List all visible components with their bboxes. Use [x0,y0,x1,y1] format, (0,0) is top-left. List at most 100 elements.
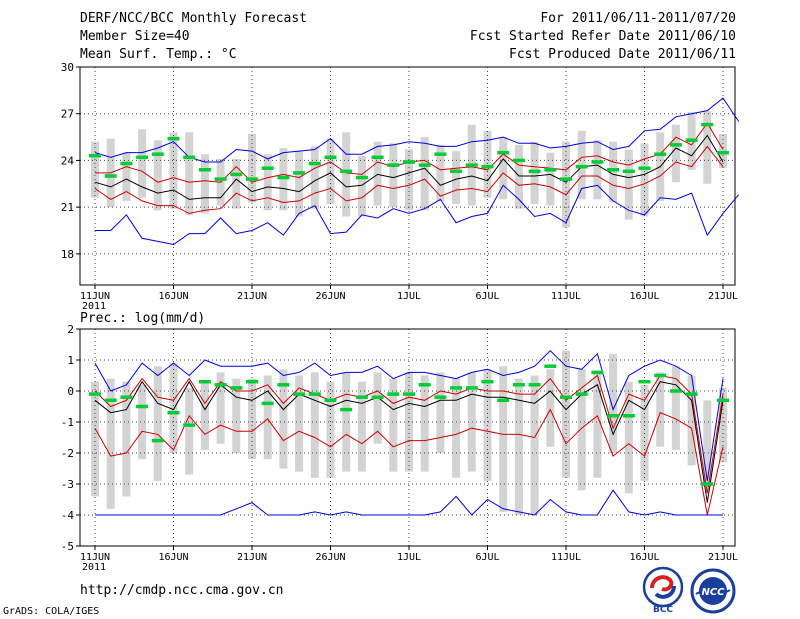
precip-series-lower [94,408,724,516]
temp-spread-box [153,140,162,211]
temp-x-tick-label: 21JUN [237,291,267,302]
precip-frame [79,328,736,547]
precip-spread-box [703,400,712,488]
precip-spread-box [91,381,99,497]
temp-spread-box [185,132,194,215]
temp-x-tick-label: 11JUN [80,291,110,302]
temp-spread-box [452,151,461,205]
temp-spread-box [200,154,209,214]
temp-spread-box [295,151,304,217]
produced-date: Fcst Produced Date 2011/06/11 [509,47,736,62]
precip-spread-box [546,369,555,447]
temp-x-tick-label: 11JUL [551,291,581,302]
temp-x-tick-label: 26JUN [315,291,345,302]
precip-spread-box [106,378,115,509]
bcc-logo: BCC [642,566,684,614]
precip-x-tick-label: 21JUL [708,552,738,563]
precip-y-tick-label: 1 [67,354,74,367]
precip-spread-box [295,375,304,472]
temp-x-tick-label: 6JUL [475,291,499,302]
temp-spread-box [389,143,398,208]
temp-spread-box [483,130,492,198]
precip-x-year-label: 2011 [82,562,106,573]
precip-spread-box [530,375,539,515]
precip-series-max [94,349,724,481]
precip-spread-box [671,366,680,450]
temp-spread-box [671,124,680,183]
temp-y-tick-label: 30 [61,61,74,74]
ncc-logo: NCC [690,568,736,614]
precip-spread-box [122,381,131,497]
footer-url[interactable]: http://cmdp.ncc.cma.gov.cn [80,583,284,598]
grads-credit: GrADS: COLA/IGES [3,606,100,617]
refer-date: Fcst Started Refer Date 2011/06/10 [469,29,736,44]
precip-spread-box [216,372,225,444]
variable-label: Mean Surf. Temp.: °C [80,47,237,62]
precip-spread-box [467,372,476,472]
temp-y-tick-label: 24 [61,154,75,167]
temp-y-tick-label: 27 [61,108,74,121]
temp-series-min [95,184,740,246]
temp-spread-box [263,154,272,211]
precip-y-tick-label: -4 [61,509,75,522]
temp-spread-box [373,141,382,206]
temp-x-tick-label: 1JUL [397,291,421,302]
precip-spread-box [200,381,209,450]
precip-spread-box [640,384,649,481]
temp-x-tick-label: 21JUL [708,291,738,302]
temp-spread-box [232,158,241,209]
precip-spread-box [232,378,241,453]
precip-spread-box [169,363,178,453]
precip-spread-box [357,381,366,472]
temp-spread-box [342,132,351,217]
precip-x-tick-label: 11JUL [551,552,581,563]
precip-spread-box [185,387,194,475]
temp-spread-box [122,152,131,201]
precip-x-tick-label: 11JUN [80,552,110,563]
precip-y-tick-label: -2 [61,447,74,460]
precip-spread-box [263,375,272,460]
temp-spread-box [91,141,99,198]
temp-spread-box [169,132,178,209]
temp-x-year-label: 2011 [82,301,106,312]
temp-panel: 18 21 24 27 30 11JUN 16JUN 21JUN 26JUN 1JUL 6JUL 11… [61,61,740,312]
temp-spread-box [546,152,555,206]
precip-spread-box [577,369,586,491]
precip-x-tick-label: 16JUL [629,552,659,563]
precip-x-tick-label: 1JUL [397,552,421,563]
precip-spread-box [452,378,461,478]
precip-spread-box [389,378,398,472]
temp-series-mean [94,134,724,200]
temp-y-tick-label: 18 [61,248,74,261]
precip-spread-box [420,375,429,472]
temp-y-tick-label: 21 [61,201,74,214]
precip-spread-box [514,378,523,515]
precip-spread-box [342,372,351,472]
temp-spread-box [248,133,256,203]
temp-x-tick-label: 16JUN [158,291,188,302]
temp-spread-box [310,146,319,209]
ncc-logo-text: NCC [701,587,725,598]
temp-spread-box [624,149,633,220]
precip-spread-box [656,372,665,447]
precip-spread-box [310,372,319,478]
temp-spread-box [499,137,508,200]
temp-series-lower [94,145,724,214]
precip-spread-box [138,384,147,460]
bcc-logo-swirl-blue [654,585,676,599]
precip-series-mean [94,380,724,503]
precip-panel: -5 -4 -3 -2 -1 0 1 2 11JUN 16JUN 21JUN 26JUN 1JUL 6JU… [61,323,738,573]
precip-y-tick-label: -3 [61,478,74,491]
ncc-logo-inner [699,577,727,605]
precip-variable-label: Prec.: log(mm/d) [80,311,208,326]
bcc-logo-text: BCC [653,605,673,614]
precip-spread-box [562,350,570,478]
temp-spread-box [562,141,570,228]
precip-y-tick-label: -1 [61,416,74,429]
precip-y-tick-label: -5 [61,540,74,553]
precip-spread-box [279,369,288,469]
precip-spread-box [499,366,508,512]
chart-title: DERF/NCC/BCC Monthly Forecast [80,11,307,26]
temp-frame [79,66,736,286]
